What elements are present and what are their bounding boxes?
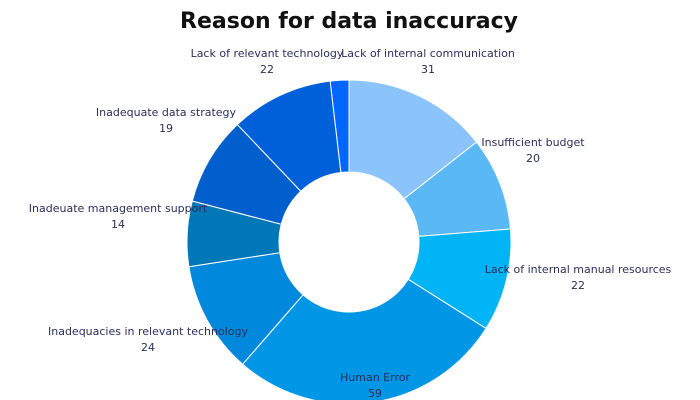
- slice-value: 31: [421, 63, 435, 76]
- slice-label: Human Error: [340, 371, 410, 384]
- slice-label: Lack of internal manual resources: [485, 263, 672, 276]
- slice-value: 14: [111, 218, 125, 231]
- slice-value: 22: [571, 279, 585, 292]
- slice-value: 24: [141, 341, 155, 354]
- chart-title: Reason for data inaccuracy: [180, 9, 518, 34]
- slice-label: Lack of internal communication: [341, 47, 515, 60]
- slice-value: 20: [526, 152, 540, 165]
- slice-label: Inadequacies in relevant technology: [48, 325, 248, 338]
- slice-label: Inadeuate management support: [29, 202, 208, 215]
- slice-label: Lack of relevant technology: [191, 47, 344, 60]
- slice-value: 19: [159, 122, 173, 135]
- slice-label: Inadequate data strategy: [96, 106, 237, 119]
- slice-value: 22: [260, 63, 274, 76]
- donut-slice: [236, 80, 342, 192]
- slice-label: Insufficient budget: [481, 136, 585, 149]
- slice-value: 59: [368, 387, 382, 400]
- donut-slice: [241, 278, 487, 400]
